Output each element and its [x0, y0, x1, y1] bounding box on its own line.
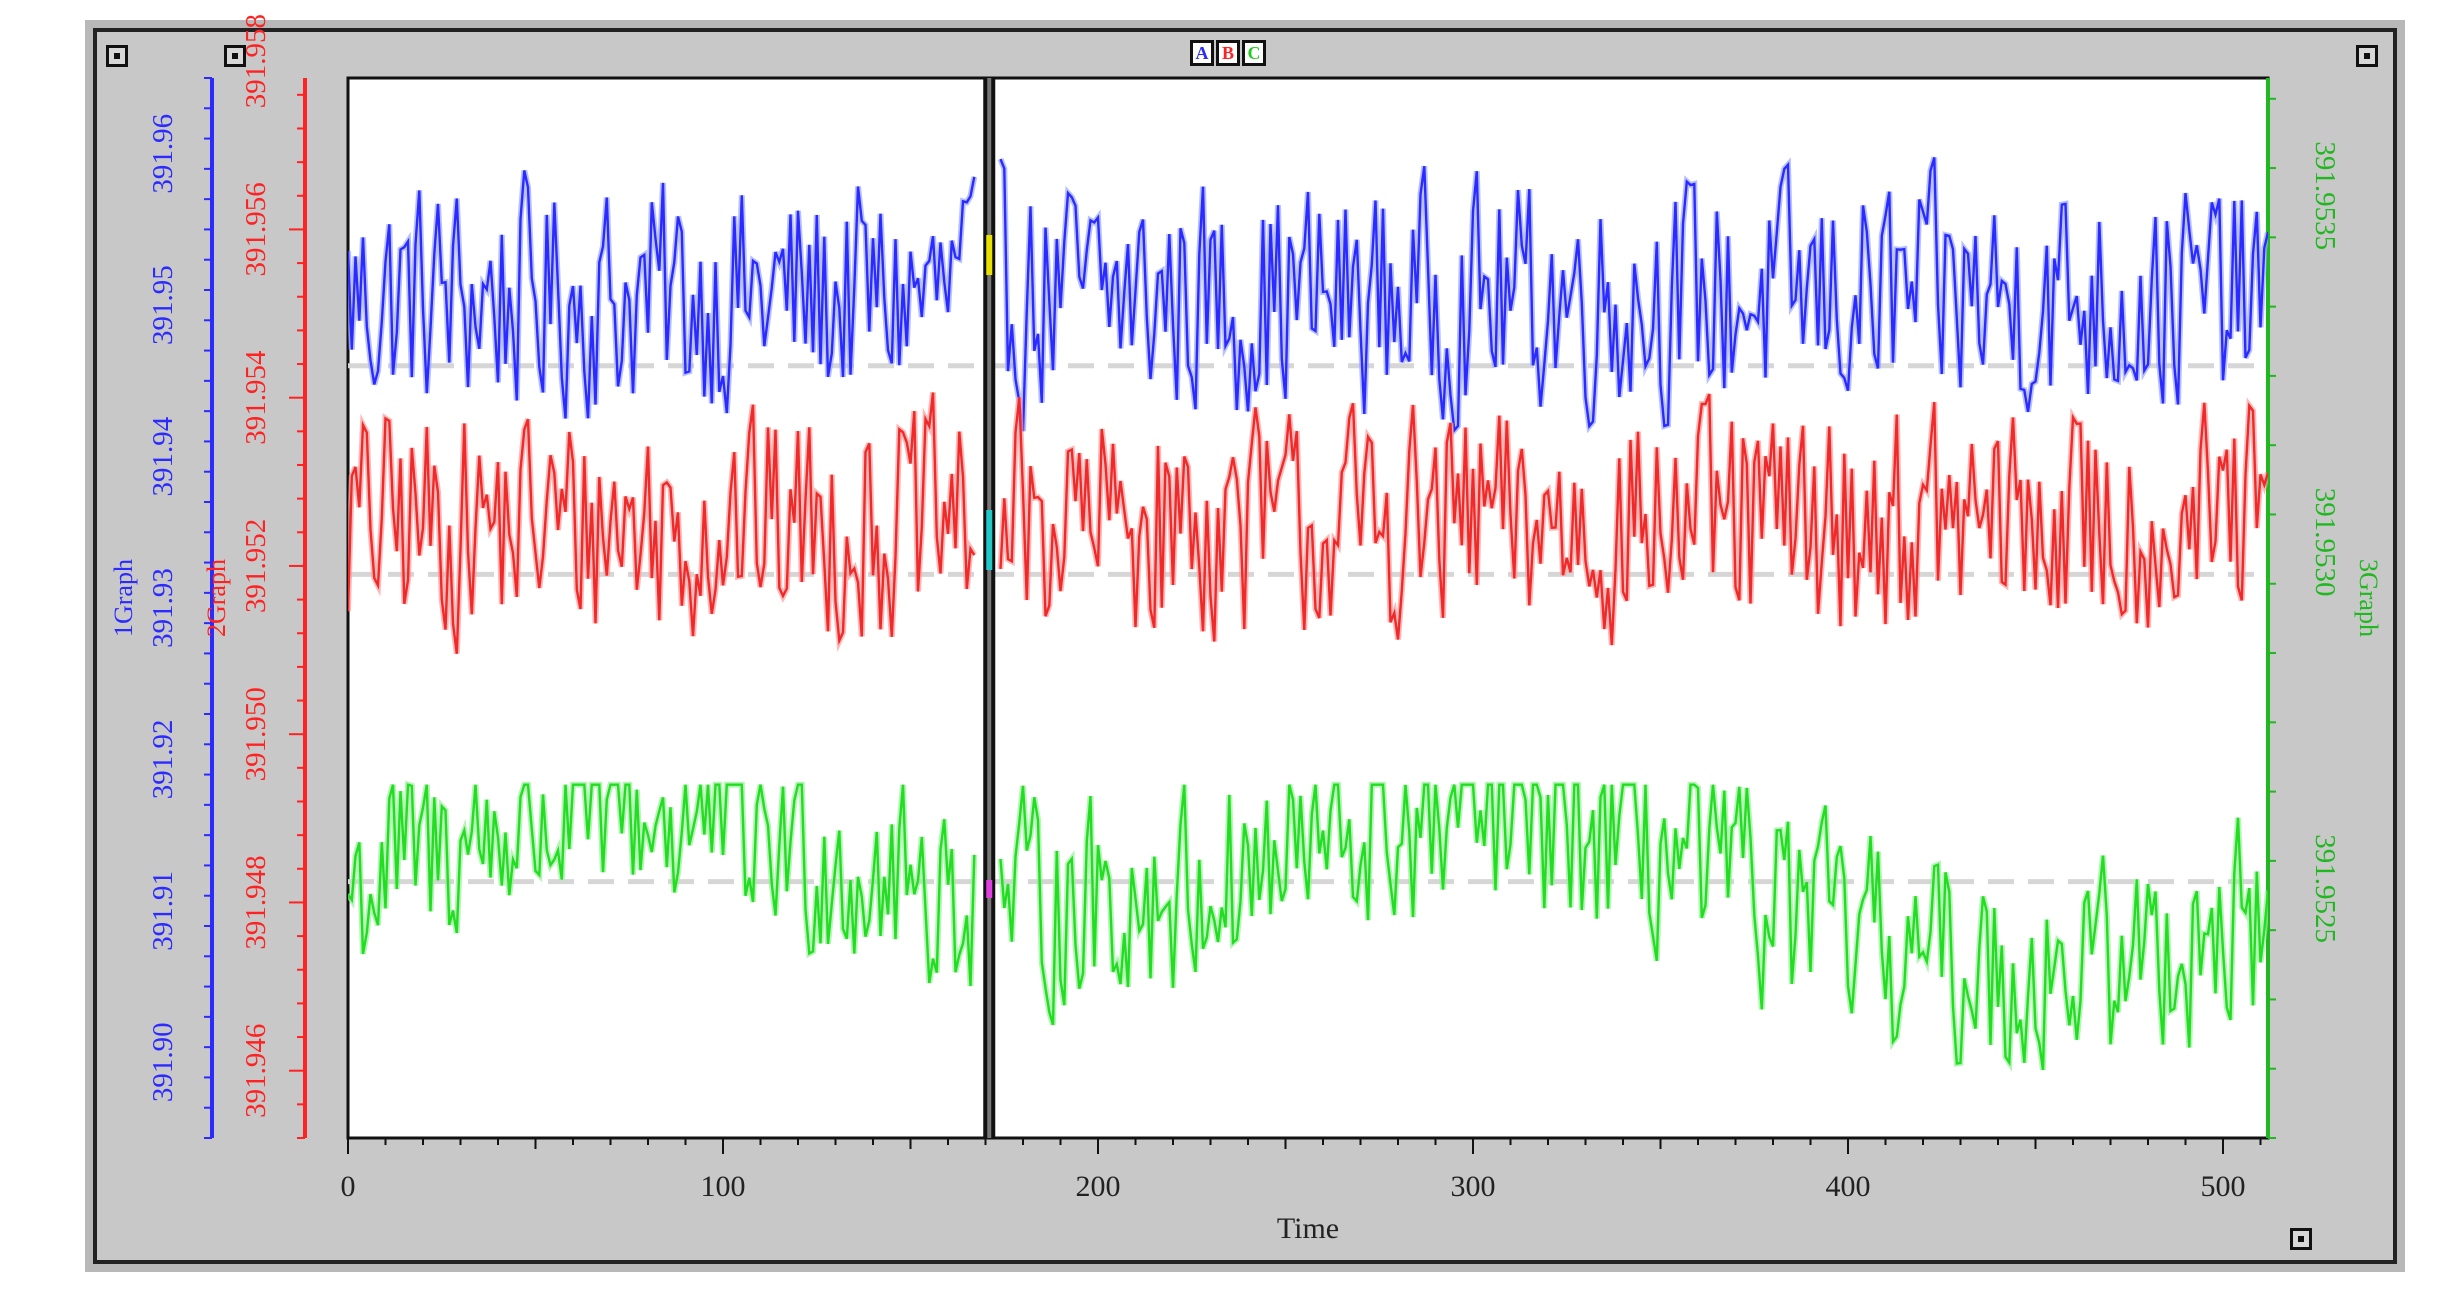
top-right-window-button[interactable] [2356, 45, 2378, 67]
axis-1-tick-label: 391.95 [147, 265, 179, 345]
axis-1-tick-label: 391.92 [147, 720, 179, 800]
axis-1-tick-label: 391.96 [147, 114, 179, 194]
axis-3-tick-label: 391.9530 [2309, 488, 2341, 597]
legend-button-b[interactable]: B [1216, 40, 1240, 66]
series-3-line [348, 783, 2268, 1071]
legend-button-c-label: C [1247, 43, 1261, 63]
cursor-marker-3 [986, 880, 993, 898]
series-3 [348, 780, 2268, 1072]
axis-2-tick-label: 391.954 [240, 350, 272, 445]
axis-1-tick-label: 391.90 [147, 1022, 179, 1102]
bottom-right-resize-button[interactable] [2290, 1228, 2312, 1250]
top-left-window-button[interactable] [106, 45, 128, 67]
time-cursor-highlight [987, 78, 992, 1138]
axis-1-tick-label: 391.94 [147, 416, 179, 496]
series-1 [348, 156, 2268, 438]
x-tick-label: 400 [1826, 1170, 1871, 1203]
axis-2-tick-label: 391.952 [240, 519, 272, 613]
axis-3-tick-label: 391.9535 [2309, 141, 2341, 250]
axis-2-tick-label: 391.948 [240, 855, 272, 949]
x-tick-label: 500 [2201, 1170, 2246, 1203]
cursor-marker-1 [986, 235, 993, 275]
axis-1-label: 1Graph [109, 559, 138, 637]
x-axis-label: Time [1277, 1212, 1339, 1245]
x-tick-label: 0 [341, 1170, 356, 1203]
axis-3: 391.9525 391.9530 391.9535 3Graph [2266, 78, 2383, 1139]
x-axis: 0 100 200 300 400 500 Time [341, 1136, 2268, 1245]
x-tick-label: 100 [701, 1170, 746, 1203]
axis-2: 391.946 391.948 391.950 391.952 391.954 391.9… [202, 14, 307, 1139]
legend-button-b-label: B [1221, 43, 1234, 63]
series-1-line [348, 157, 2268, 434]
x-tick-label: 300 [1451, 1170, 1496, 1203]
series-2-line [348, 392, 2268, 654]
axis-2-tick-label: 391.946 [240, 1024, 272, 1118]
cursor-marker-2 [986, 510, 993, 570]
series-2 [348, 392, 2268, 655]
axis-1-tick-label: 391.91 [147, 871, 179, 951]
legend-button-c[interactable]: C [1242, 40, 1266, 66]
axis-2-tick-label: 391.950 [240, 687, 272, 781]
x-tick-label: 200 [1076, 1170, 1121, 1203]
axis-panel-window-button[interactable] [224, 45, 246, 67]
axis-1: 391.90 391.91 391.92 391.93 391.94 391.95 391.… [109, 77, 214, 1139]
legend-button-a[interactable]: A [1190, 40, 1214, 66]
axis-1-tick-label: 391.93 [147, 568, 179, 648]
axis-2-tick-label: 391.956 [240, 182, 272, 276]
axis-3-tick-label: 391.9525 [2309, 834, 2341, 943]
legend-button-a-label: A [1195, 43, 1209, 63]
axis-2-label: 2Graph [202, 559, 231, 637]
axis-3-label: 3Graph [2354, 559, 2383, 637]
